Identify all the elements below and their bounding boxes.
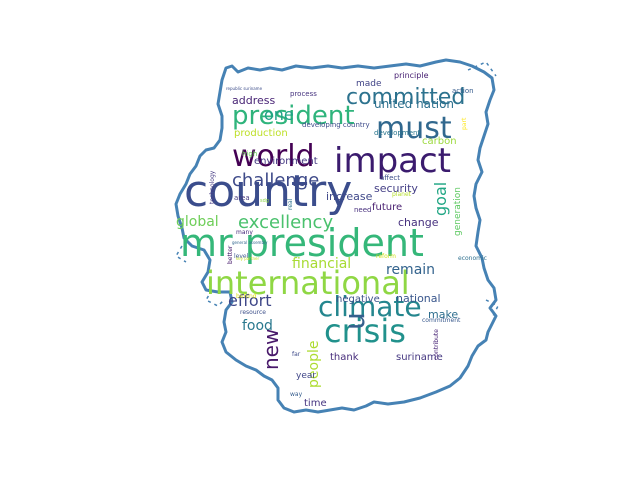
cloud-word-country: country (184, 166, 352, 217)
cloud-word-goal: goal (431, 182, 450, 216)
cloud-word-increase: increase (326, 190, 373, 203)
cloud-word-security: security (374, 182, 418, 195)
cloud-word-contribute: contribute (433, 329, 440, 360)
cloud-word-new: new (259, 329, 283, 370)
cloud-word-challenge: challenge (232, 170, 319, 191)
cloud-word-action: action (452, 87, 474, 95)
cloud-word-make: make (428, 308, 458, 321)
cloud-word-republic-suriname: republic suriname (226, 86, 263, 91)
cloud-word-time: time (304, 398, 327, 409)
cloud-word-effort: effort (228, 291, 272, 310)
cloud-word-remain: remain (386, 262, 435, 278)
cloud-word-real: real (287, 198, 294, 210)
cloud-word-united-nation: united nation (374, 97, 454, 111)
cloud-word-suriname: suriname (396, 352, 443, 363)
cloud-word-behind: behind (236, 293, 257, 300)
cloud-word-area: area (234, 194, 250, 202)
cloud-word-world: world (232, 139, 315, 174)
cloud-word-general-assembly: general assembly (232, 240, 268, 245)
cloud-word-need: need (354, 206, 372, 214)
cloud-word-reform: reform (376, 253, 396, 260)
cloud-word-excellency: excellency (238, 212, 333, 233)
cloud-word-affect: affect (380, 174, 400, 182)
cloud-word-made: made (356, 79, 382, 89)
cloud-word-president: president (232, 101, 355, 131)
cloud-word-address: address (232, 94, 275, 107)
cloud-word-developing-country: developing country (302, 121, 370, 129)
cloud-word-principle: principle (394, 71, 429, 80)
cloud-word-production: production (234, 128, 288, 139)
cloud-word-impact: impact (334, 141, 451, 181)
mask-outline (174, 58, 498, 414)
cloud-word-technology: technology (209, 170, 216, 204)
cloud-word-carbon: carbon (422, 136, 457, 147)
cloud-word-future: future (372, 202, 402, 213)
cloud-word-resource: resource (240, 309, 266, 316)
cloud-word-negative: negative (336, 294, 380, 305)
cloud-word-people: people (306, 341, 322, 388)
cloud-word-far: far (292, 351, 301, 358)
cloud-word-many: many (236, 229, 253, 236)
cloud-word-way: way (290, 391, 303, 398)
cloud-word-economic: economic (458, 255, 487, 262)
cloud-word-crisis: crisis (324, 312, 406, 350)
cloud-word-key-partner: key partner (236, 256, 259, 261)
cloud-word-process: process (290, 90, 317, 98)
cloud-word-generation: generation (453, 187, 463, 236)
cloud-word-level: level (234, 253, 249, 260)
cloud-word-thank: thank (330, 352, 359, 363)
cloud-word-environment: environment (254, 156, 318, 167)
cloud-word-global: global (176, 214, 219, 230)
cloud-word-part: part (461, 117, 468, 130)
cloud-word-financial: financial (292, 256, 351, 272)
cloud-word-one: one (264, 105, 294, 124)
cloud-word-must: must (376, 111, 452, 146)
cloud-word-high: high (242, 150, 257, 158)
cloud-word-better: better (227, 245, 234, 264)
cloud-word-climate: climate (318, 290, 422, 323)
cloud-word-mr-president: mr president (180, 221, 424, 265)
cloud-word-change: change (398, 216, 439, 229)
cloud-word-food: food (242, 318, 273, 334)
cloud-word-national: national (396, 292, 441, 305)
cloud-word-commitment: commitment (422, 317, 461, 324)
cloud-word-u: u (338, 312, 371, 330)
cloud-word-development: development (374, 129, 420, 137)
cloud-word-planet: planet (392, 191, 412, 198)
cloud-word-sdg: sdg (260, 198, 269, 204)
cloud-word-committed: committed (346, 85, 465, 110)
cloud-word-international: international (206, 264, 410, 302)
cloud-word-year: year (296, 371, 316, 381)
